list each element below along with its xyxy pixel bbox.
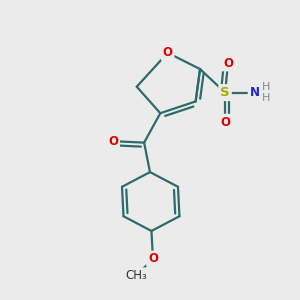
Text: O: O bbox=[108, 135, 118, 148]
Text: O: O bbox=[163, 46, 173, 59]
Text: O: O bbox=[148, 252, 158, 266]
Text: H: H bbox=[262, 94, 271, 103]
Text: N: N bbox=[250, 86, 260, 99]
Text: H: H bbox=[262, 82, 271, 92]
Text: O: O bbox=[220, 116, 230, 128]
Text: O: O bbox=[223, 57, 233, 70]
Text: CH₃: CH₃ bbox=[126, 268, 148, 282]
Text: S: S bbox=[220, 86, 230, 99]
